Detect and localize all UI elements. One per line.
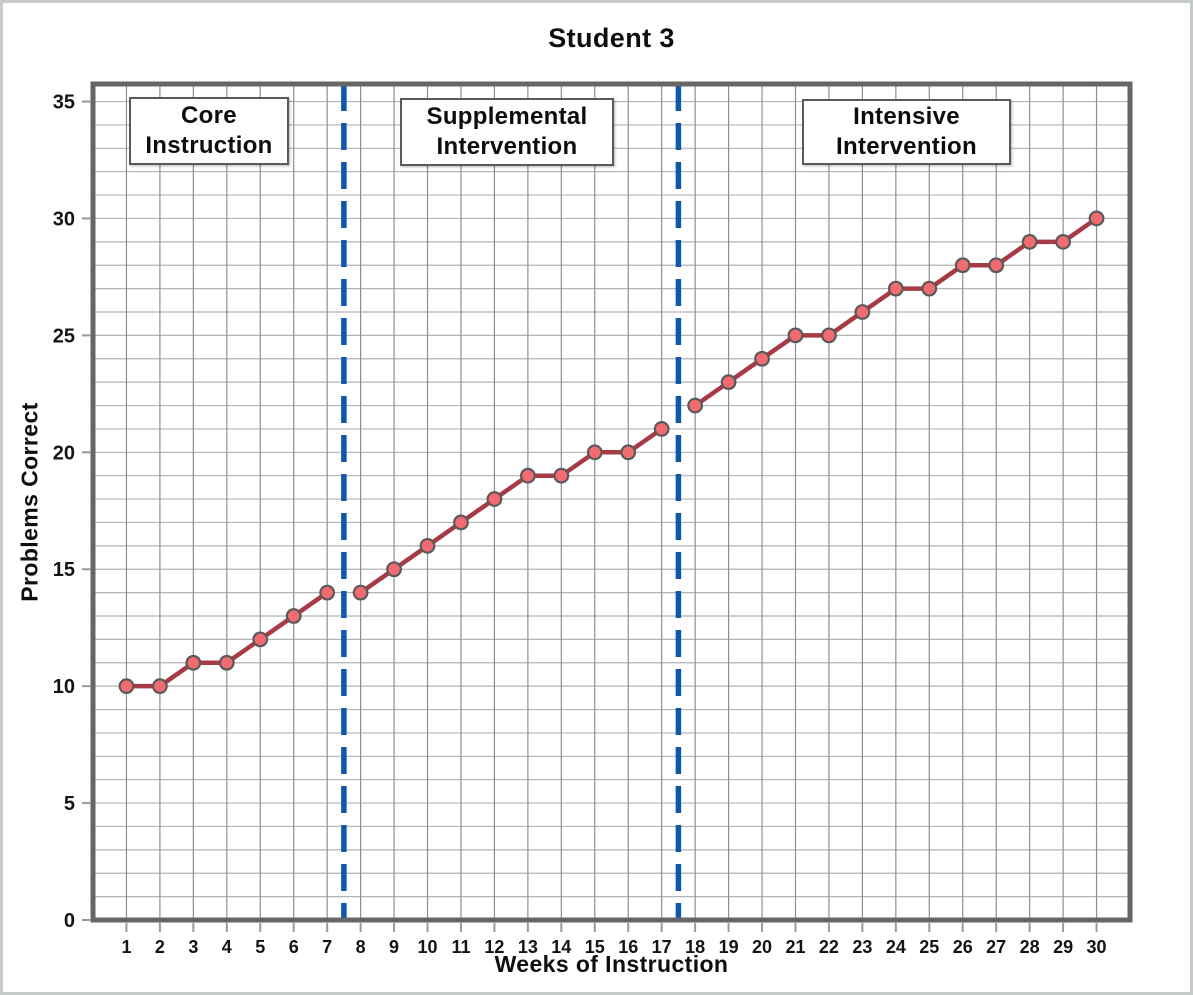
y-tick-label: 0 <box>64 910 75 932</box>
data-point <box>620 444 637 461</box>
data-point <box>586 444 603 461</box>
data-point <box>285 608 302 624</box>
x-tick-label: 23 <box>852 937 872 957</box>
data-point <box>720 374 737 391</box>
data-point <box>319 584 336 601</box>
x-tick-label: 24 <box>886 937 906 957</box>
x-tick-label: 25 <box>919 937 939 957</box>
y-tick-label: 30 <box>53 208 75 230</box>
x-tick-label: 14 <box>551 937 571 957</box>
y-tick-label: 20 <box>53 442 75 464</box>
data-point <box>118 678 135 695</box>
data-point <box>519 467 536 484</box>
x-tick-label: 22 <box>819 937 839 957</box>
phase-label-intensive-intervention: Intensive Intervention <box>802 99 1011 165</box>
data-point <box>988 257 1005 274</box>
x-tick-label: 28 <box>1020 937 1040 957</box>
phase-label-line: Intervention <box>836 133 977 160</box>
chart-title: Student 3 <box>548 23 675 53</box>
x-tick-label: 18 <box>685 937 705 957</box>
x-tick-label: 7 <box>322 937 332 957</box>
y-tick-label: 25 <box>53 325 75 347</box>
x-tick-label: 11 <box>451 937 470 957</box>
data-point <box>453 514 469 531</box>
x-tick-label: 29 <box>1053 937 1073 957</box>
phase-label-core-instruction: Core Instruction <box>129 97 289 165</box>
phase-label-line: Supplemental <box>426 103 588 130</box>
y-tick-label: 10 <box>53 676 75 698</box>
phase-label-line: Intervention <box>436 133 578 160</box>
data-point <box>921 280 938 297</box>
data-point <box>553 467 570 484</box>
data-point <box>887 280 904 297</box>
x-tick-label: 5 <box>255 937 265 957</box>
data-point <box>687 397 704 414</box>
data-point <box>1021 233 1038 250</box>
phase-label-line: Core <box>181 102 237 129</box>
x-tick-label: 2 <box>155 937 165 957</box>
data-point <box>352 584 369 601</box>
x-tick-label: 8 <box>356 937 366 957</box>
phase-label-line: Intensive <box>853 103 960 130</box>
x-tick-label: 30 <box>1087 937 1107 957</box>
data-point <box>386 561 402 578</box>
y-tick-label: 5 <box>64 793 75 815</box>
x-tick-label: 9 <box>389 937 399 957</box>
data-point <box>854 304 871 320</box>
data-point <box>185 654 202 671</box>
plot-border <box>90 81 1133 923</box>
x-tick-label: 15 <box>585 937 605 957</box>
x-tick-label: 3 <box>188 937 198 957</box>
x-tick-label: 26 <box>953 937 973 957</box>
data-point <box>419 537 436 554</box>
data-point <box>486 491 503 507</box>
data-line-phase-1 <box>358 426 664 595</box>
x-tick-label: 20 <box>752 937 772 957</box>
phase-label-line: Instruction <box>145 132 273 159</box>
x-tick-label: 10 <box>418 937 438 957</box>
data-point <box>1055 233 1071 250</box>
x-tick-label: 13 <box>518 937 538 957</box>
x-tick-label: 27 <box>986 937 1006 957</box>
x-tick-label: 4 <box>222 937 232 957</box>
x-tick-label: 1 <box>121 937 131 957</box>
data-point <box>954 257 971 274</box>
y-tick-label: 35 <box>53 92 75 114</box>
data-point <box>821 327 837 344</box>
x-tick-label: 21 <box>785 937 805 957</box>
x-axis-title: Weeks of Instruction <box>494 951 729 977</box>
phase-label-supplemental-intervention: Supplemental Intervention <box>400 98 614 166</box>
data-point <box>653 421 670 437</box>
data-point <box>754 350 770 367</box>
data-point <box>218 654 235 671</box>
data-point <box>252 631 269 648</box>
data-point <box>787 327 804 344</box>
x-tick-label: 12 <box>484 937 504 957</box>
data-point <box>152 678 168 695</box>
x-tick-label: 6 <box>289 937 299 957</box>
x-tick-label: 19 <box>719 937 739 957</box>
x-tick-label: 16 <box>618 937 638 957</box>
x-tick-label: 17 <box>652 937 672 957</box>
y-tick-label: 15 <box>53 559 75 581</box>
data-point <box>1088 210 1105 227</box>
